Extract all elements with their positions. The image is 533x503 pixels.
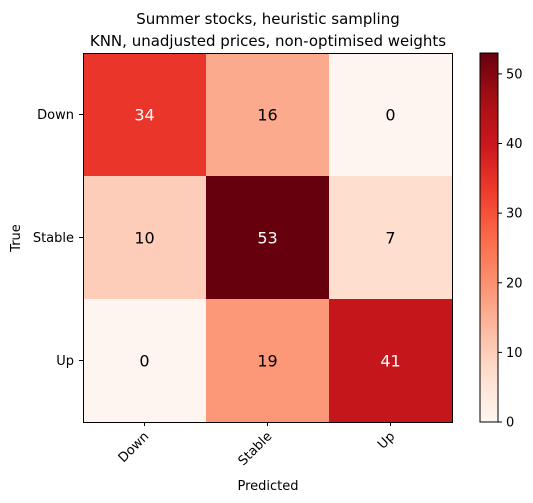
cell-value-label: 19 <box>257 352 277 371</box>
heatmap-cell <box>206 53 330 177</box>
cell-value-label: 7 <box>385 229 395 248</box>
colorbar <box>479 52 499 423</box>
colorbar-tick-label: 50 <box>506 67 523 82</box>
chart-title: Summer stocks, heuristic sampling <box>136 10 400 28</box>
y-tick-label: Down <box>37 108 74 123</box>
heatmap-cell <box>206 299 330 423</box>
axis-ticks <box>79 114 391 426</box>
x-tick-label: Stable <box>236 429 276 469</box>
y-axis-label: True <box>9 224 24 253</box>
colorbar-tick-label: 30 <box>506 207 523 222</box>
heatmap-cell <box>83 176 207 300</box>
x-tick-label: Down <box>116 429 153 466</box>
cell-value-label: 10 <box>134 229 154 248</box>
colorbar-tick-label: 40 <box>506 137 523 152</box>
cell-value-label: 0 <box>139 352 149 371</box>
heatmap-cell <box>329 53 453 177</box>
colorbar-ticks: 0 10 20 30 40 50 <box>498 67 523 431</box>
colorbar-tick-label: 20 <box>506 276 523 291</box>
cell-value-label: 0 <box>385 106 395 125</box>
cell-value-label: 53 <box>257 229 277 248</box>
y-tick-label: Up <box>56 354 74 369</box>
colorbar-tick-label: 0 <box>506 416 514 431</box>
heatmap-cells <box>83 53 453 423</box>
colorbar-tick-label: 10 <box>506 346 523 361</box>
heatmap-cell <box>83 299 207 423</box>
heatmap-cell <box>329 176 453 300</box>
heatmap-cell <box>206 176 330 300</box>
heatmap-cell-labels: 34 16 0 10 53 7 0 19 41 <box>134 106 400 371</box>
y-tick-label: Stable <box>33 231 74 246</box>
x-tick-label: Up <box>375 429 398 452</box>
cell-value-label: 34 <box>134 106 154 125</box>
y-tick-labels: Down Stable Up <box>33 108 74 369</box>
cell-value-label: 16 <box>257 106 277 125</box>
cell-value-label: 41 <box>380 352 400 371</box>
heatmap-cell <box>329 299 453 423</box>
x-tick-labels: Down Stable Up <box>116 429 399 469</box>
chart-subtitle: KNN, unadjusted prices, non-optimised we… <box>90 32 446 50</box>
x-axis-label: Predicted <box>237 479 298 494</box>
heatmap-cell <box>83 53 207 177</box>
